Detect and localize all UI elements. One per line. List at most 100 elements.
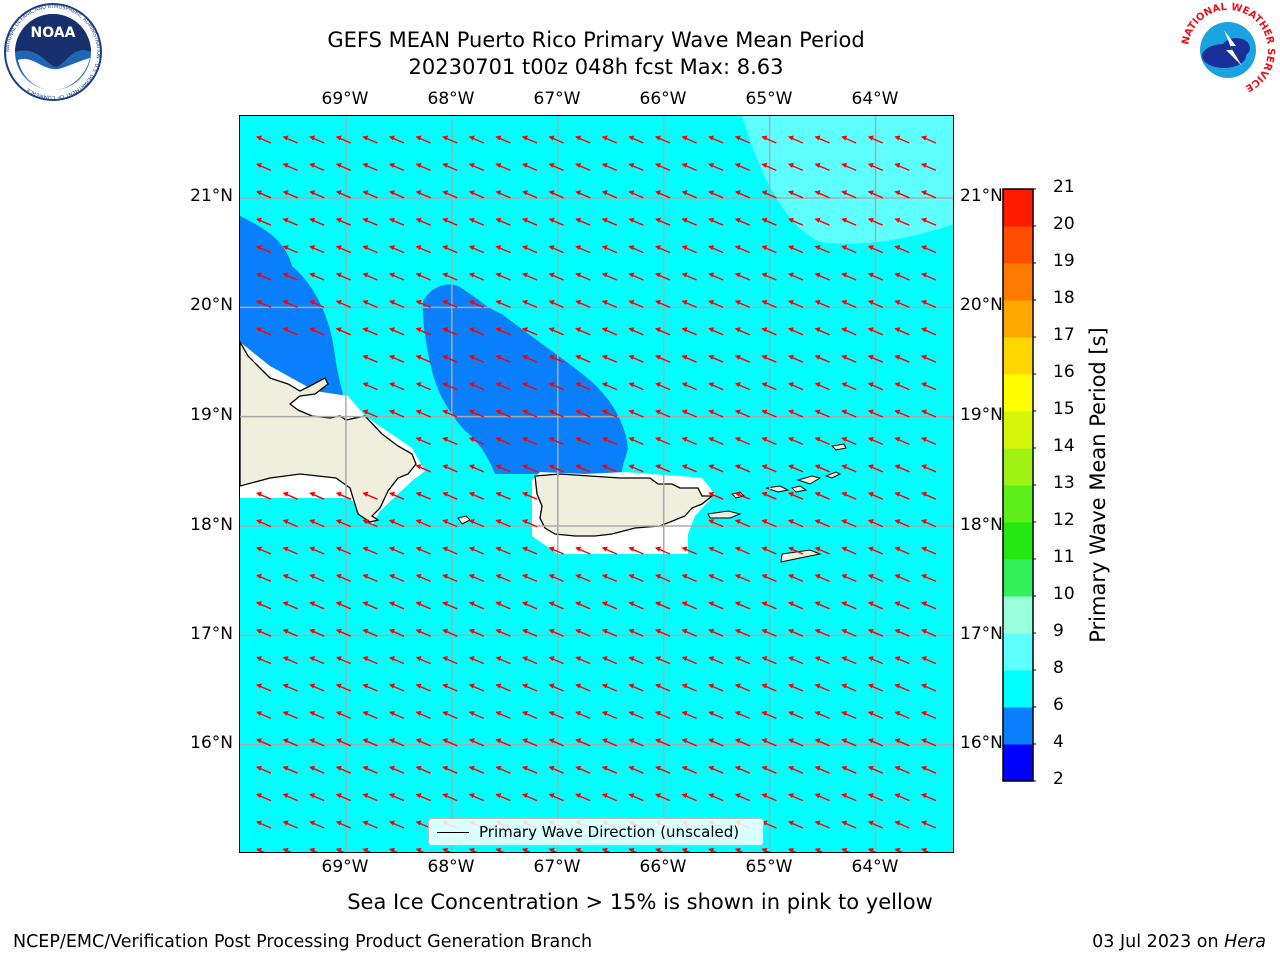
- wave-arrow: [415, 656, 431, 665]
- wave-arrow: [655, 793, 671, 802]
- wave-arrow: [761, 299, 777, 309]
- wave-arrow: [442, 765, 458, 774]
- wave-arrow: [495, 601, 511, 610]
- wave-arrow: [282, 190, 298, 199]
- wave-arrow: [628, 656, 644, 665]
- wave-arrow: [256, 327, 272, 336]
- wave-arrow: [708, 327, 724, 336]
- wave-arrow: [442, 464, 458, 473]
- lat-tick-right: 16°N: [960, 733, 1003, 753]
- wave-arrow: [601, 464, 618, 473]
- wave-arrow: [495, 793, 511, 802]
- wave-arrow: [548, 573, 564, 583]
- wave-arrow: [788, 491, 804, 500]
- wave-arrow: [628, 765, 644, 774]
- wave-arrow: [468, 272, 485, 281]
- wave-arrow: [761, 272, 777, 281]
- wave-arrow: [575, 546, 591, 555]
- wave-arrow: [681, 601, 697, 610]
- wave-arrow: [601, 573, 618, 583]
- wave-arrow: [655, 573, 671, 583]
- wave-arrow: [282, 683, 298, 692]
- wave-arrow: [442, 327, 458, 336]
- wave-arrow: [681, 546, 697, 555]
- wave-arrow: [761, 601, 777, 610]
- wave-arrow: [468, 628, 485, 637]
- wave-arrow: [415, 765, 431, 774]
- wave-arrow: [468, 601, 485, 610]
- wave-arrow: [867, 793, 884, 802]
- wave-arrow: [655, 436, 671, 446]
- wave-arrow: [256, 190, 272, 199]
- wave-arrow: [415, 409, 431, 418]
- colorbar-tick-label: 4: [1053, 732, 1064, 752]
- wave-arrow: [867, 272, 884, 281]
- wave-arrow: [921, 820, 937, 829]
- wave-arrow: [894, 299, 910, 309]
- wave-arrow: [442, 656, 458, 665]
- wave-arrow: [335, 628, 352, 637]
- wave-arrow: [522, 847, 531, 852]
- wave-arrow: [841, 683, 857, 692]
- wave-arrow: [814, 573, 830, 583]
- period-zone-4-6-west: [240, 216, 346, 406]
- wave-arrow: [708, 245, 724, 254]
- wave-arrow: [495, 162, 511, 172]
- wave-arrow: [734, 299, 751, 309]
- colorbar-segment: [1003, 707, 1033, 745]
- wave-arrow: [921, 710, 937, 720]
- wave-arrow: [548, 436, 564, 446]
- wave-arrow: [548, 847, 558, 852]
- wave-arrow: [788, 299, 804, 309]
- wave-arrow: [362, 272, 378, 281]
- wave-arrow: [256, 299, 272, 309]
- wave-arrow: [655, 628, 671, 637]
- wave-arrow: [601, 601, 618, 610]
- wave-arrow: [788, 190, 804, 199]
- wave-arrow: [841, 327, 857, 336]
- wave-arrow: [921, 382, 937, 391]
- wave-arrow: [708, 573, 724, 583]
- wave-arrow: [841, 245, 857, 254]
- wave-arrow: [628, 217, 644, 226]
- wave-arrow: [415, 382, 431, 391]
- wave-arrow: [655, 327, 671, 336]
- wave-arrow: [309, 847, 319, 852]
- wave-arrow: [708, 601, 724, 610]
- wave-arrow: [601, 738, 618, 747]
- wave-arrow: [894, 546, 910, 555]
- lon-tick-top: 68°W: [427, 89, 475, 109]
- wave-arrow: [788, 245, 804, 254]
- wave-arrow: [628, 601, 644, 610]
- wave-arrow: [468, 354, 485, 363]
- wave-arrow: [548, 299, 564, 309]
- colorbar-tick-label: 10: [1053, 584, 1075, 604]
- wave-arrow: [522, 245, 538, 254]
- wave-arrow: [495, 765, 511, 774]
- wave-arrow: [468, 327, 485, 336]
- wave-arrow: [522, 299, 538, 309]
- wave-arrow: [761, 519, 777, 528]
- footer-host: Hera: [1224, 932, 1266, 952]
- wave-arrow: [841, 573, 857, 583]
- wave-arrow: [708, 765, 724, 774]
- colorbar-tick-label: 9: [1053, 621, 1064, 641]
- wave-arrow: [708, 847, 718, 852]
- wave-arrow: [655, 765, 671, 774]
- wave-arrow: [309, 628, 325, 637]
- st-croix-island: [780, 549, 822, 563]
- wave-arrow: [708, 491, 724, 500]
- wave-arrow: [681, 162, 697, 172]
- wave-arrow: [548, 162, 564, 172]
- colorbar-segment: [1003, 633, 1033, 671]
- wave-arrow: [522, 546, 538, 555]
- noaa-logo: NOAA NATIONAL OCEANIC AND ATMOSPHERIC AD…: [4, 3, 102, 101]
- map-legend: Primary Wave Direction (unscaled): [428, 818, 764, 846]
- wave-arrow: [282, 573, 298, 583]
- wave-arrow: [601, 409, 618, 418]
- wave-arrow: [495, 656, 511, 665]
- colorbar-segment: [1003, 485, 1033, 523]
- wave-arrow: [548, 656, 564, 665]
- wave-arrow: [708, 190, 724, 199]
- tortola-island: [796, 475, 822, 485]
